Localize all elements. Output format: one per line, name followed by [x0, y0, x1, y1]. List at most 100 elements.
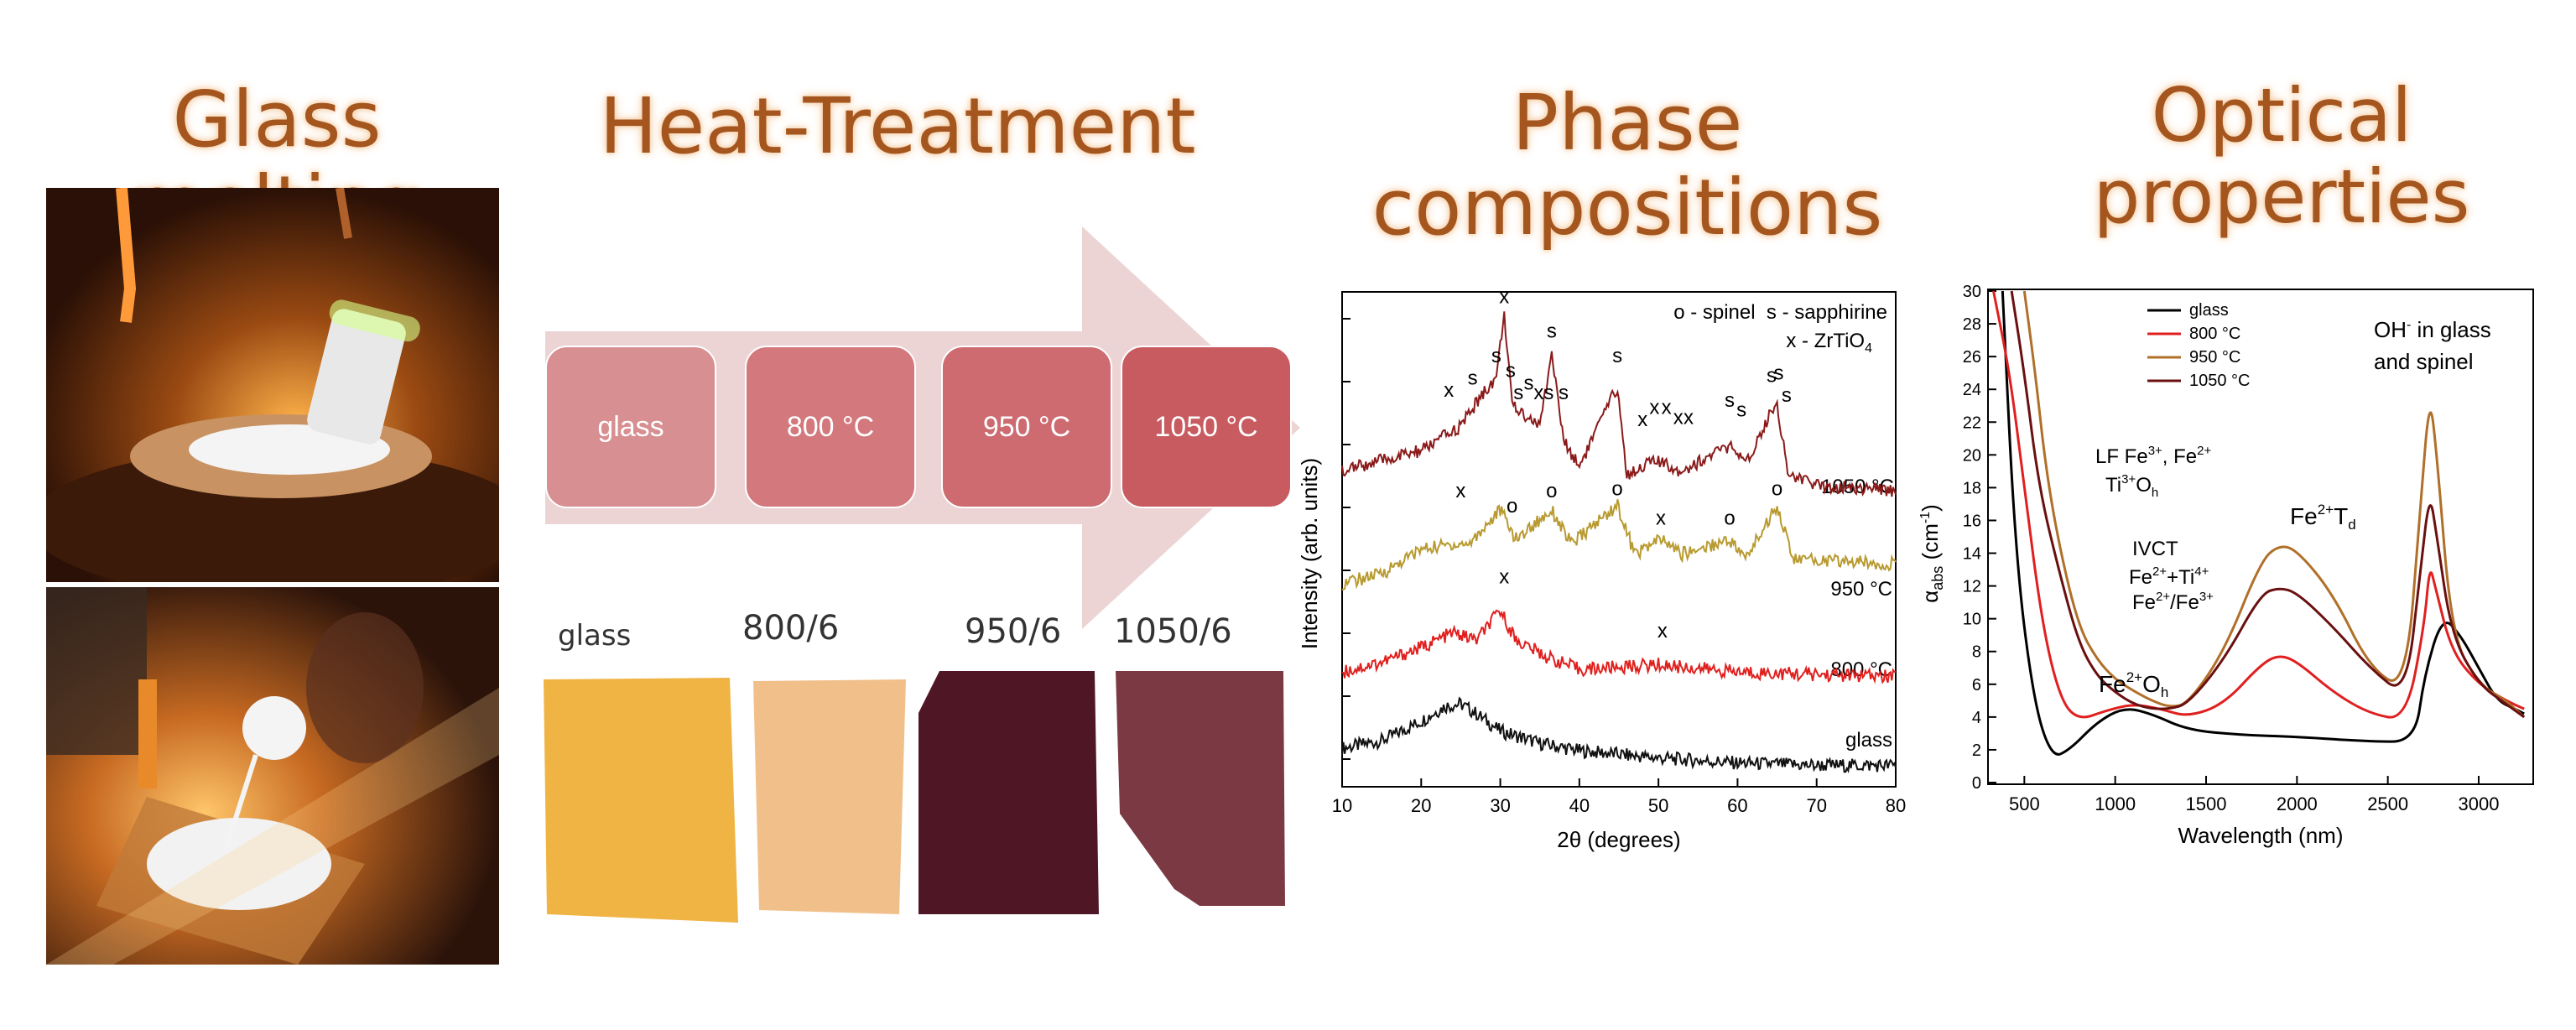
xrd-peak-mark-1050: s — [1513, 382, 1523, 404]
opt-xtick-label: 2000 — [2277, 793, 2318, 814]
xrd-ylabel: Intensity (arb. units) — [1297, 458, 1322, 649]
melting-photo-top — [46, 188, 499, 582]
xrd-legend-zrtio: x - ZrTiO — [1786, 330, 1865, 352]
opt-ytick-label: 20 — [1963, 446, 1981, 465]
opt-xtick-label: 500 — [2009, 793, 2040, 814]
opt-ytick-label: 2 — [1972, 741, 1981, 760]
xrd-xtick-label: 80 — [1886, 795, 1906, 816]
opt-annot-oh-2: and spinel — [2374, 349, 2474, 374]
step-box-glass: glass — [545, 346, 716, 508]
opt-legend-glass: glass — [2189, 301, 2229, 320]
optical-chart: αabs (cm-1) Wavelength (nm) 500 1000 1500 2… — [1918, 285, 2534, 848]
sample-swatch-glass — [544, 678, 738, 923]
xrd-peak-mark-1050: x — [1662, 397, 1672, 419]
opt-ytick-label: 28 — [1963, 315, 1981, 334]
opt-ylabel: αabs (cm-1) — [1918, 504, 1946, 603]
xrd-label-950: 950 °C — [1830, 578, 1892, 601]
opt-ytick-label: 8 — [1972, 643, 1981, 662]
heading-heat-treatment: Heat-Treatment — [599, 81, 1196, 171]
sample-label-1050: 1050/6 — [1114, 612, 1232, 651]
xrd-series-2 — [1341, 499, 1897, 591]
opt-series-1 — [1992, 290, 2525, 719]
xrd-series-1 — [1341, 609, 1897, 684]
xrd-peak-mark-1050: s — [1547, 320, 1557, 343]
step-label-800: 800 °C — [786, 410, 875, 443]
heat-treatment-arrow — [545, 226, 1300, 629]
opt-ytick-label: 6 — [1972, 676, 1981, 694]
opt-annot-ivct-2: Fe2++Ti4+ — [2129, 564, 2209, 589]
opt-annot-oh: OH- in glass — [2374, 317, 2491, 342]
opt-ylabel-abs: abs — [1929, 566, 1946, 590]
opt-ytick-label: 12 — [1963, 578, 1981, 596]
xrd-peak-mark-1050: x — [1637, 408, 1647, 431]
heading-optical-line2: properties — [2093, 153, 2470, 240]
opt-annot-oh-band: Fe2+Oh — [2099, 669, 2168, 700]
opt-xtick-label: 1500 — [2186, 793, 2227, 814]
xrd-xtick-label: 70 — [1806, 795, 1826, 816]
step-label-1050: 1050 °C — [1154, 410, 1258, 443]
xrd-peak-mark-1050: s — [1559, 382, 1569, 404]
step-box-950: 950 °C — [941, 346, 1112, 508]
xrd-peak-mark-1050: s — [1736, 399, 1746, 422]
xrd-peak-mark-1050: s — [1773, 362, 1783, 385]
xrd-legend-line2: x - ZrTiO4 — [1786, 330, 1872, 356]
opt-ytick-label: 16 — [1963, 512, 1981, 530]
sample-label-glass: glass — [558, 619, 632, 653]
xrd-xtick-label: 50 — [1648, 795, 1668, 816]
opt-xlabel: Wavelength (nm) — [2178, 823, 2344, 848]
xrd-chart: Intensity (arb. units) 2θ (degrees) o - … — [1297, 286, 1906, 852]
xrd-series-3 — [1341, 311, 1897, 497]
xrd-xtick-label: 40 — [1569, 795, 1590, 816]
xrd-peak-mark-950: o — [1507, 495, 1517, 518]
opt-annot-td: Fe2+Td — [2290, 502, 2356, 533]
xrd-peak-mark-1050: x — [1499, 286, 1509, 309]
opt-plot-frame — [1987, 289, 2534, 785]
opt-ylabel-alpha: α — [1918, 590, 1943, 603]
heading-optical-line1: Optical — [2151, 72, 2412, 159]
opt-ytick-label: 24 — [1963, 381, 1981, 399]
melting-photo-bottom — [46, 587, 499, 965]
sample-swatch-950 — [919, 671, 1099, 914]
opt-ytick-label: 30 — [1963, 285, 1981, 301]
step-box-800: 800 °C — [745, 346, 916, 508]
sample-swatch-800 — [753, 679, 906, 914]
opt-ylabel-close: ) — [1918, 504, 1943, 512]
xrd-label-800: 800 °C — [1830, 658, 1892, 681]
sample-swatches — [544, 671, 1285, 923]
xrd-label-glass: glass — [1845, 729, 1892, 752]
opt-ylabel-unit: (cm — [1918, 523, 1943, 566]
xrd-xtick-label: 60 — [1727, 795, 1747, 816]
step-label-950: 950 °C — [982, 410, 1071, 443]
xrd-peak-mark-1050: x — [1673, 406, 1684, 429]
opt-annot-lf-2: Ti3+Oh — [2105, 472, 2158, 500]
opt-series-2 — [2022, 290, 2526, 718]
opt-annot-ivct-3: Fe2+/Fe3+ — [2132, 590, 2214, 614]
xrd-xlabel: 2θ (degrees) — [1557, 827, 1680, 852]
xrd-xtick-label: 10 — [1332, 795, 1352, 816]
opt-legend-800: 800 °C — [2189, 325, 2240, 343]
xrd-peak-mark-950: x — [1455, 480, 1465, 502]
sample-label-950: 950/6 — [965, 612, 1062, 651]
opt-series-0 — [2001, 290, 2525, 756]
opt-ytick-label: 10 — [1963, 611, 1981, 629]
opt-legend-950: 950 °C — [2189, 348, 2240, 367]
opt-ytick-label: 18 — [1963, 479, 1981, 497]
opt-ytick-label: 4 — [1972, 709, 1981, 727]
xrd-peak-mark-800: x — [1499, 566, 1509, 589]
xrd-peak-mark-1050: x — [1444, 379, 1454, 402]
xrd-peak-mark-800: x — [1657, 620, 1668, 642]
opt-xtick-label: 3000 — [2459, 793, 2500, 814]
opt-ylabel-exp: -1 — [1918, 512, 1933, 523]
opt-legend-1050: 1050 °C — [2189, 372, 2251, 390]
opt-annot-ivct: IVCT — [2132, 538, 2178, 560]
xrd-peak-mark-1050: s — [1612, 345, 1622, 367]
opt-xtick-label: 1000 — [2095, 793, 2136, 814]
xrd-peak-mark-1050: s — [1524, 372, 1534, 394]
xrd-peak-mark-950: o — [1724, 507, 1735, 529]
xrd-peak-mark-950: o — [1611, 477, 1622, 500]
xrd-peak-mark-1050: s — [1506, 360, 1516, 382]
xrd-legend-sub: 4 — [1865, 341, 1872, 356]
opt-ytick-label: 22 — [1963, 414, 1981, 432]
xrd-xtick-label: 20 — [1411, 795, 1431, 816]
xrd-peak-mark-1050: s — [1725, 389, 1735, 412]
